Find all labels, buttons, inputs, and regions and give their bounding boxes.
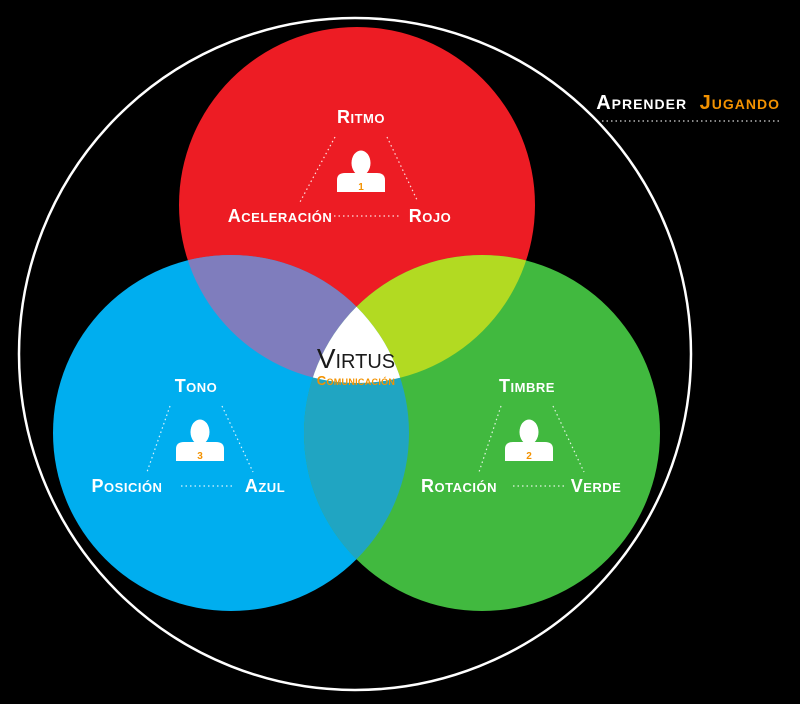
label-left: Posición xyxy=(92,476,163,496)
connector-top-right xyxy=(552,405,585,473)
center-subtitle: Comunicación xyxy=(317,373,395,388)
label-top: Tono xyxy=(175,376,218,396)
brand-title: Aprender Jugando xyxy=(596,92,780,114)
label-top: Timbre xyxy=(499,376,555,396)
connector-top-left xyxy=(299,136,336,203)
user-icon: 3 xyxy=(176,419,224,462)
brand-word-2: Jugando xyxy=(700,92,780,114)
label-right: Verde xyxy=(571,476,622,496)
connector-top-right xyxy=(386,136,419,203)
group-green: 2 Timbre Rotación Verde xyxy=(421,376,621,496)
center-title: Virtus xyxy=(317,343,395,374)
label-top: Ritmo xyxy=(337,107,385,127)
user-badge-number: 2 xyxy=(526,451,532,462)
connector-top-right xyxy=(221,405,254,473)
user-badge-number: 3 xyxy=(197,451,203,462)
group-layer: 1 Ritmo Aceleración Rojo 2 Timbre Rotación Verd… xyxy=(92,107,621,496)
user-icon: 1 xyxy=(337,150,385,193)
brand-word-1: Aprender xyxy=(596,92,687,114)
overlap-red-blue xyxy=(179,255,409,383)
user-icon: 2 xyxy=(505,419,553,462)
group-blue: 3 Tono Posición Azul xyxy=(92,376,285,496)
user-badge-number: 1 xyxy=(358,182,364,193)
label-right: Azul xyxy=(245,476,285,496)
label-left: Aceleración xyxy=(228,206,332,226)
outer-ring xyxy=(17,16,693,692)
overlap-red-green xyxy=(304,255,535,383)
group-red: 1 Ritmo Aceleración Rojo xyxy=(228,107,451,226)
label-left: Rotación xyxy=(421,476,497,496)
label-right: Rojo xyxy=(409,206,451,226)
